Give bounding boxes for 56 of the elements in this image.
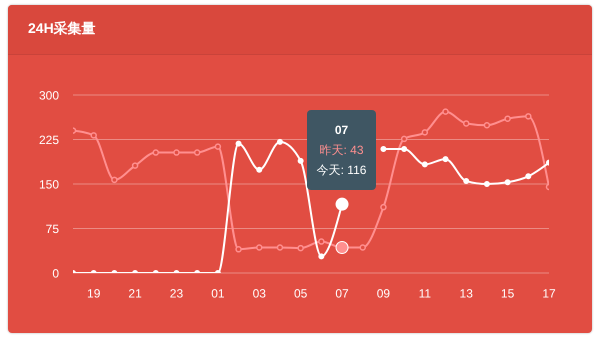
- point: [504, 115, 511, 122]
- x-tick-label: 11: [418, 286, 432, 301]
- point: [111, 176, 118, 184]
- tooltip-box: 07 昨天: 43 今天: 116: [307, 110, 376, 190]
- point: [297, 244, 304, 252]
- point: [132, 162, 138, 169]
- point: [359, 244, 366, 251]
- point: [90, 132, 97, 139]
- point: [462, 120, 470, 127]
- point: [401, 146, 408, 152]
- point: [276, 138, 283, 145]
- point: [442, 156, 449, 162]
- point: [525, 113, 532, 120]
- point: [380, 146, 386, 152]
- x-tick-label: 01: [211, 286, 225, 301]
- point: [422, 161, 428, 168]
- point: [525, 173, 532, 180]
- point: [484, 122, 490, 129]
- annotation: 今天: 116: [316, 162, 368, 179]
- x-tick-label: 17: [542, 286, 556, 301]
- point: [236, 140, 242, 147]
- point: [276, 244, 284, 251]
- x-tick-label: 13: [460, 286, 474, 301]
- annotation: 07: [334, 122, 350, 139]
- x-tick-label: 09: [376, 286, 390, 301]
- point: [318, 238, 325, 245]
- x-tick-label: 19: [87, 286, 101, 301]
- point: [152, 149, 160, 156]
- x-tick-label: 05: [294, 286, 308, 301]
- point: [194, 149, 200, 156]
- y-tick-label: 75: [46, 222, 60, 236]
- point: [256, 166, 262, 173]
- y-tick-label: 0: [52, 266, 60, 280]
- point: [400, 136, 408, 142]
- y-tick-label: 150: [38, 177, 60, 192]
- x-tick-label: 23: [170, 286, 184, 301]
- x-tick-label: 21: [128, 286, 142, 301]
- point: [235, 246, 242, 253]
- point: [214, 143, 222, 150]
- x-tick-label: 15: [500, 286, 515, 301]
- y-tick-label: 300: [38, 88, 60, 102]
- point: [463, 178, 470, 184]
- point: [504, 179, 511, 186]
- x-tick-label: 03: [252, 286, 266, 301]
- point: [422, 129, 428, 136]
- annotation: 昨天: 43: [318, 142, 365, 159]
- point: [442, 108, 449, 115]
- point: [484, 181, 490, 187]
- chart-title: 24H采集量: [8, 5, 592, 55]
- x-tick-label: 07: [335, 286, 350, 301]
- point: [173, 149, 180, 156]
- point: [298, 158, 304, 164]
- y-tick-label: 225: [38, 132, 60, 147]
- point: [380, 204, 387, 210]
- point: [256, 244, 263, 251]
- point: [318, 253, 324, 260]
